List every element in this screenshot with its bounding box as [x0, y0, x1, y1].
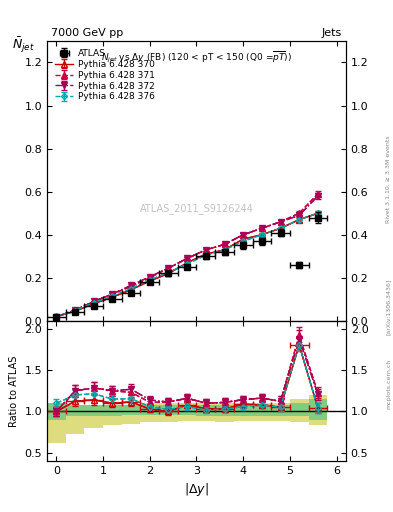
Bar: [103, 405, 122, 425]
Bar: [141, 403, 159, 422]
Bar: [215, 403, 234, 422]
Text: [arXiv:1306.3436]: [arXiv:1306.3436]: [386, 279, 391, 335]
Bar: [252, 405, 271, 416]
Bar: [141, 405, 159, 415]
Bar: [47, 403, 66, 443]
Legend: ATLAS, Pythia 6.428 370, Pythia 6.428 371, Pythia 6.428 372, Pythia 6.428 376: ATLAS, Pythia 6.428 370, Pythia 6.428 37…: [51, 46, 158, 105]
Bar: [196, 403, 215, 421]
Bar: [215, 405, 234, 416]
Bar: [122, 405, 141, 424]
Bar: [159, 403, 178, 422]
X-axis label: $|\Delta y|$: $|\Delta y|$: [184, 481, 209, 498]
Bar: [159, 405, 178, 415]
Bar: [47, 403, 66, 420]
Bar: [234, 403, 252, 421]
Text: Rivet 3.1.10, ≥ 3.3M events: Rivet 3.1.10, ≥ 3.3M events: [386, 135, 391, 223]
Text: ATLAS_2011_S9126244: ATLAS_2011_S9126244: [140, 203, 253, 215]
Bar: [290, 399, 309, 422]
Bar: [309, 395, 327, 425]
Text: mcplots.cern.ch: mcplots.cern.ch: [386, 359, 391, 409]
Y-axis label: Ratio to ATLAS: Ratio to ATLAS: [9, 355, 19, 426]
Bar: [103, 405, 122, 416]
Bar: [84, 405, 103, 428]
Bar: [66, 405, 84, 435]
Bar: [252, 403, 271, 421]
Text: 7000 GeV pp: 7000 GeV pp: [51, 28, 123, 38]
Bar: [178, 405, 196, 415]
Bar: [271, 405, 290, 416]
Text: $N_{jet}$ vs $\Delta y$ (FB) (120 < pT < 150 (Q0 =$\overline{pT}$)): $N_{jet}$ vs $\Delta y$ (FB) (120 < pT <…: [101, 49, 292, 65]
Bar: [66, 405, 84, 416]
Bar: [290, 403, 309, 416]
Bar: [309, 399, 327, 420]
Bar: [196, 405, 215, 416]
Bar: [178, 403, 196, 421]
Text: Jets: Jets: [321, 28, 342, 38]
Bar: [271, 403, 290, 421]
Bar: [122, 405, 141, 415]
Y-axis label: $\bar{N}_{jet}$: $\bar{N}_{jet}$: [12, 35, 35, 55]
Bar: [84, 405, 103, 416]
Bar: [234, 405, 252, 416]
